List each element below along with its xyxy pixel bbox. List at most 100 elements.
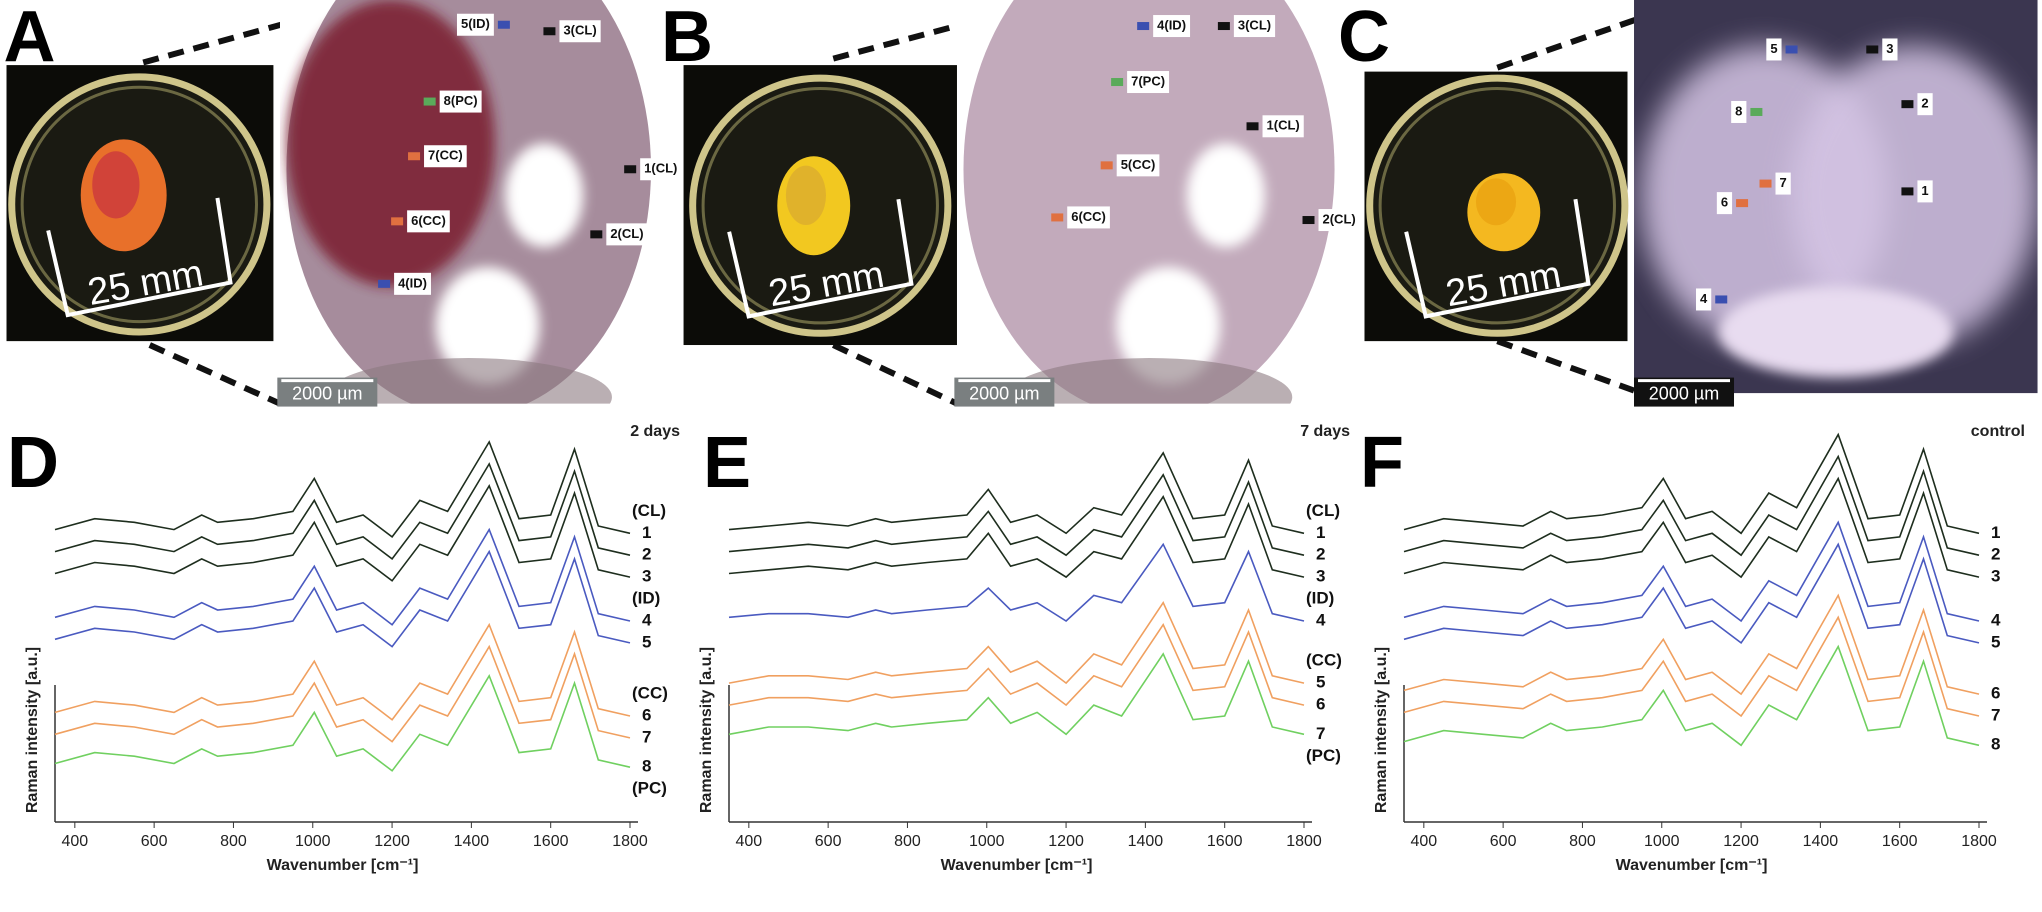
scale-bar-box [954,377,1055,407]
brain-sample-region [92,151,140,219]
marker [1137,22,1150,31]
marker-label-box [1917,180,1933,203]
spectrum [728,542,1305,623]
chart-title: 2 days [630,423,680,440]
x-axis-label: Wavenumber [cm⁻¹] [267,857,419,874]
marker-label: 7(PC) [1131,73,1165,88]
dish-bracket [1404,198,1591,319]
series-label: 7 [1316,724,1325,743]
marker-label: 5(CC) [1121,157,1156,172]
cerebellum [325,358,612,404]
marker [378,279,391,288]
marker-label-box [1775,172,1791,195]
marker [1100,161,1113,170]
marker-label: 1(CL) [644,161,677,176]
marker-label: 7 [1780,175,1787,190]
spectrum [1403,644,1980,747]
group-label: (PC) [632,779,667,798]
x-tick-label: 400 [735,833,762,850]
x-tick-label: 1000 [1644,833,1680,850]
x-tick-label: 1000 [969,833,1005,850]
x-tick-label: 600 [1490,833,1517,850]
series-label: 8 [642,757,651,776]
brain-photo [1634,0,2038,394]
x-tick-label: 1400 [454,833,490,850]
series-label: 6 [1991,684,2000,703]
brain-photo [956,0,1342,404]
series-label: 3 [642,567,651,586]
petri-dish-inner [20,85,258,324]
marker-label: 3(CL) [1238,17,1271,32]
dish-bracket [46,197,233,318]
marker-label: 2(CL) [1323,211,1356,226]
panel-letter: E [703,423,751,503]
x-tick-label: 800 [220,833,247,850]
marker-label: 6(CC) [411,213,446,228]
spectrum [54,527,631,626]
marker-label-box [1318,209,1360,232]
x-axis-label: Wavenumber [cm⁻¹] [1616,857,1768,874]
spectrum [54,673,631,772]
spectrum [728,473,1305,557]
marker [1866,45,1879,54]
series-label: 8 [1991,735,2000,754]
glare [1186,143,1265,248]
spectrum [1403,454,1980,557]
marker-label-box [1233,15,1276,38]
marker-label-box [394,272,431,295]
marker-label: 1 [1921,183,1928,198]
series-label: 2 [1316,545,1325,564]
x-tick-label: 800 [1569,833,1596,850]
marker-label-box [1116,154,1160,177]
group-label: (CC) [1306,651,1342,670]
spectrum [54,644,631,743]
spectra-panel: E 7 days 400 600 800 1000 1200 1400 1600 1800 Wave… [698,423,1350,874]
spectrum [1403,542,1980,645]
panel-letter: A [4,0,56,77]
marker [1302,216,1315,225]
spectrum [1403,593,1980,696]
photo-panel: 25 mm4(ID) 3(CL)7(PC)1(CL)5(CC)6(CC) 2(CL)… [661,0,1360,407]
series-label: 1 [1316,523,1325,542]
marker-label-box [1127,71,1170,94]
series-label: 4 [642,610,652,629]
marker-label-box [1153,15,1191,38]
x-tick-label: 1400 [1803,833,1839,850]
x-tick-label: 400 [1410,833,1437,850]
marker-label: 8(PC) [444,93,478,108]
series-label: 5 [642,632,651,651]
marker-label: 2 [1921,96,1928,111]
marker-label: 8 [1735,103,1742,118]
scale-bar-box [1634,377,1735,407]
x-tick-label: 400 [61,833,88,850]
series-label: 3 [1991,567,2000,586]
group-label: (CL) [632,501,666,520]
zoom-connector [148,342,282,407]
zoom-connector [1496,338,1636,394]
marker [1750,107,1763,116]
marker-label-box [1917,93,1933,116]
series-label: 2 [1991,545,2000,564]
marker-label-box [407,210,450,233]
marker [391,217,404,226]
spectrum [728,623,1305,707]
x-tick-label: 1200 [374,833,410,850]
panel-letter: C [1338,0,1390,77]
series-label: 6 [642,706,651,725]
scale-bar-label: 2000 µm [292,383,362,403]
x-tick-label: 600 [815,833,842,850]
spectrum [728,451,1305,535]
panel-letter: D [7,423,59,503]
dish-bracket [727,198,914,319]
marker-label: 3 [1886,41,1893,56]
marker-label-box [424,145,467,168]
marker-label-box [606,223,648,246]
tumor-region [286,0,495,287]
marker [423,97,436,106]
spectrum [1403,476,1980,579]
marker [408,152,421,161]
scale-bar-label: 2000 µm [1649,383,1719,403]
